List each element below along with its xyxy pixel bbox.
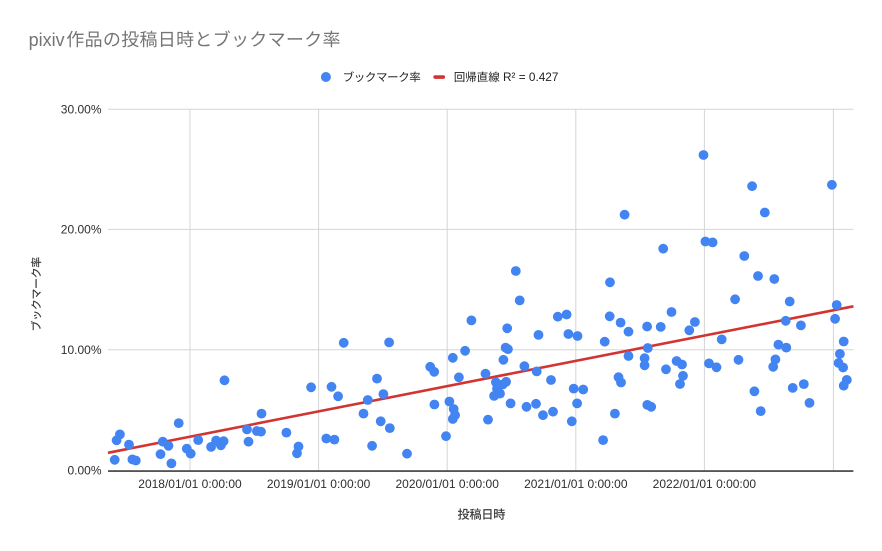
svg-text:10.00%: 10.00% <box>61 343 102 357</box>
svg-text:2018/01/01 0:00:00: 2018/01/01 0:00:00 <box>138 477 242 491</box>
svg-text:20.00%: 20.00% <box>61 223 102 237</box>
svg-text:2019/01/01 0:00:00: 2019/01/01 0:00:00 <box>267 477 371 491</box>
svg-text:2021/01/01 0:00:00: 2021/01/01 0:00:00 <box>524 477 628 491</box>
svg-text:2022/01/01 0:00:00: 2022/01/01 0:00:00 <box>653 477 757 491</box>
svg-text:R² = 0.427: R² = 0.427 <box>503 70 558 84</box>
svg-text:0.00%: 0.00% <box>67 464 101 478</box>
svg-text:30.00%: 30.00% <box>61 103 102 117</box>
svg-text:2020/01/01 0:00:00: 2020/01/01 0:00:00 <box>395 477 499 491</box>
svg-text:pixiv: pixiv <box>29 30 65 50</box>
